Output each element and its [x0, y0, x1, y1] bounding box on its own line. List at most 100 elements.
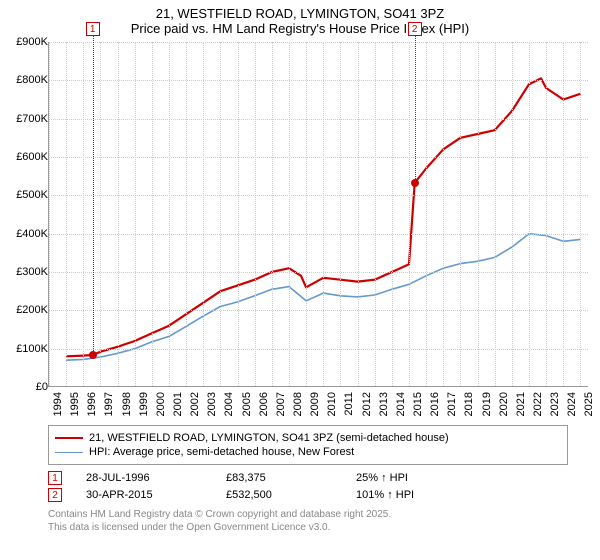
gridline-v	[49, 42, 50, 386]
gridline-v	[529, 42, 530, 386]
sale-delta: 101% ↑ HPI	[356, 489, 486, 501]
x-tick-label: 1998	[121, 392, 133, 416]
gridline-v	[83, 42, 84, 386]
gridline-v	[340, 42, 341, 386]
gridline-h	[49, 119, 588, 120]
x-tick-label: 2020	[498, 392, 510, 416]
gridline-v	[186, 42, 187, 386]
line-series-svg	[49, 42, 589, 387]
x-tick-label: 2016	[429, 392, 441, 416]
sale-guideline	[415, 36, 416, 183]
gridline-h	[49, 349, 588, 350]
x-tick-label: 2007	[275, 392, 287, 416]
sale-marker: 1	[86, 22, 100, 36]
x-tick-label: 2022	[532, 392, 544, 416]
sale-marker-icon: 1	[48, 471, 62, 485]
gridline-v	[563, 42, 564, 386]
gridline-v	[495, 42, 496, 386]
gridline-v	[546, 42, 547, 386]
gridline-v	[512, 42, 513, 386]
gridline-v	[460, 42, 461, 386]
y-tick-label: £600K	[8, 151, 48, 163]
gridline-v	[152, 42, 153, 386]
gridline-h	[49, 80, 588, 81]
x-tick-label: 2010	[326, 392, 338, 416]
x-tick-label: 2006	[258, 392, 270, 416]
gridline-h	[49, 310, 588, 311]
sale-delta: 25% ↑ HPI	[356, 472, 486, 484]
footer: Contains HM Land Registry data © Crown c…	[48, 508, 592, 534]
x-tick-label: 2002	[189, 392, 201, 416]
gridline-v	[409, 42, 410, 386]
y-tick-label: £800K	[8, 74, 48, 86]
y-tick-label: £300K	[8, 266, 48, 278]
y-tick-label: £400K	[8, 228, 48, 240]
x-tick-label: 1999	[138, 392, 150, 416]
legend-swatch	[55, 452, 83, 453]
x-tick-label: 1996	[86, 392, 98, 416]
x-tick-label: 1995	[69, 392, 81, 416]
x-tick-label: 1994	[52, 392, 64, 416]
gridline-h	[49, 234, 588, 235]
y-tick-label: £700K	[8, 113, 48, 125]
x-tick-label: 2021	[515, 392, 527, 416]
gridline-v	[100, 42, 101, 386]
x-tick-label: 2015	[412, 392, 424, 416]
sale-marker: 2	[408, 22, 422, 36]
gridline-h	[49, 157, 588, 158]
x-tick-label: 2018	[463, 392, 475, 416]
sales-row: 128-JUL-1996£83,37525% ↑ HPI	[48, 471, 568, 485]
y-tick-label: £200K	[8, 304, 48, 316]
gridline-h	[49, 42, 588, 43]
gridline-v	[238, 42, 239, 386]
x-tick-label: 2001	[172, 392, 184, 416]
gridline-v	[289, 42, 290, 386]
gridline-v	[358, 42, 359, 386]
gridline-v	[580, 42, 581, 386]
x-tick-label: 2009	[309, 392, 321, 416]
gridline-v	[118, 42, 119, 386]
gridline-h	[49, 195, 588, 196]
gridline-h	[49, 272, 588, 273]
x-tick-label: 2025	[583, 392, 595, 416]
legend-label: HPI: Average price, semi-detached house,…	[89, 446, 354, 458]
gridline-v	[323, 42, 324, 386]
gridline-v	[272, 42, 273, 386]
legend-label: 21, WESTFIELD ROAD, LYMINGTON, SO41 3PZ …	[89, 432, 449, 444]
footer-line2: This data is licensed under the Open Gov…	[48, 521, 592, 534]
plot-area: 12	[48, 42, 588, 387]
sale-date: 30-APR-2015	[86, 489, 226, 501]
gridline-v	[375, 42, 376, 386]
legend-row: HPI: Average price, semi-detached house,…	[55, 446, 561, 458]
legend-row: 21, WESTFIELD ROAD, LYMINGTON, SO41 3PZ …	[55, 432, 561, 444]
x-tick-label: 1997	[103, 392, 115, 416]
sale-marker-icon: 2	[48, 488, 62, 502]
x-tick-label: 2011	[343, 392, 355, 416]
sale-guideline	[93, 36, 94, 355]
gridline-v	[478, 42, 479, 386]
x-tick-label: 2013	[378, 392, 390, 416]
y-tick-label: £0	[8, 381, 48, 393]
gridline-v	[169, 42, 170, 386]
chart: 12 £0£100K£200K£300K£400K£500K£600K£700K…	[8, 42, 592, 387]
x-tick-label: 2008	[292, 392, 304, 416]
x-tick-label: 2024	[566, 392, 578, 416]
gridline-v	[66, 42, 67, 386]
title-line1: 21, WESTFIELD ROAD, LYMINGTON, SO41 3PZ	[0, 6, 600, 21]
y-tick-label: £500K	[8, 189, 48, 201]
x-tick-label: 2014	[395, 392, 407, 416]
sales-row: 2 30-APR-2015£532,500101% ↑ HPI	[48, 488, 568, 502]
gridline-v	[255, 42, 256, 386]
sale-date: 28-JUL-1996	[86, 472, 226, 484]
x-tick-label: 2005	[241, 392, 253, 416]
x-tick-label: 2003	[206, 392, 218, 416]
sale-dot	[411, 179, 419, 187]
gridline-v	[426, 42, 427, 386]
y-tick-label: £100K	[8, 343, 48, 355]
footer-line1: Contains HM Land Registry data © Crown c…	[48, 508, 592, 521]
gridline-v	[135, 42, 136, 386]
legend: 21, WESTFIELD ROAD, LYMINGTON, SO41 3PZ …	[48, 425, 568, 465]
sale-price: £532,500	[226, 489, 356, 501]
x-tick-label: 2023	[549, 392, 561, 416]
gridline-v	[443, 42, 444, 386]
